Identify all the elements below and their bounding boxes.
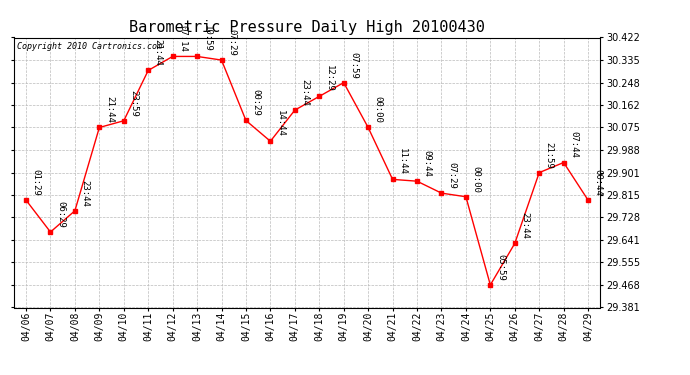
Text: 23:44: 23:44 [520,212,529,239]
Text: 01:29: 01:29 [32,169,41,196]
Text: 00:44: 00:44 [593,169,602,196]
Text: 23:59: 23:59 [129,90,138,117]
Text: 23:44: 23:44 [81,180,90,207]
Text: 05:59: 05:59 [496,254,505,281]
Text: 07:29: 07:29 [227,29,236,56]
Text: 09:44: 09:44 [422,150,431,177]
Text: 07:59: 07:59 [349,52,358,78]
Text: 00:29: 00:29 [252,90,261,116]
Text: 12:29: 12:29 [325,65,334,92]
Text: Copyright 2010 Cartronics.com: Copyright 2010 Cartronics.com [17,42,161,51]
Text: 14:44: 14:44 [276,110,285,137]
Text: 21:59: 21:59 [545,142,554,168]
Text: 23:44: 23:44 [300,79,309,106]
Text: 11:44: 11:44 [398,148,407,175]
Text: 07:29: 07:29 [447,162,456,189]
Text: 06:29: 06:29 [56,201,65,228]
Text: 07:44: 07:44 [569,132,578,158]
Text: 10:59: 10:59 [203,26,212,52]
Title: Barometric Pressure Daily High 20100430: Barometric Pressure Daily High 20100430 [129,20,485,35]
Text: 00:00: 00:00 [374,96,383,123]
Text: 00:00: 00:00 [471,166,480,193]
Text: 21:44: 21:44 [105,96,114,123]
Text: 21:44: 21:44 [154,39,163,66]
Text: 07:14: 07:14 [178,26,187,52]
